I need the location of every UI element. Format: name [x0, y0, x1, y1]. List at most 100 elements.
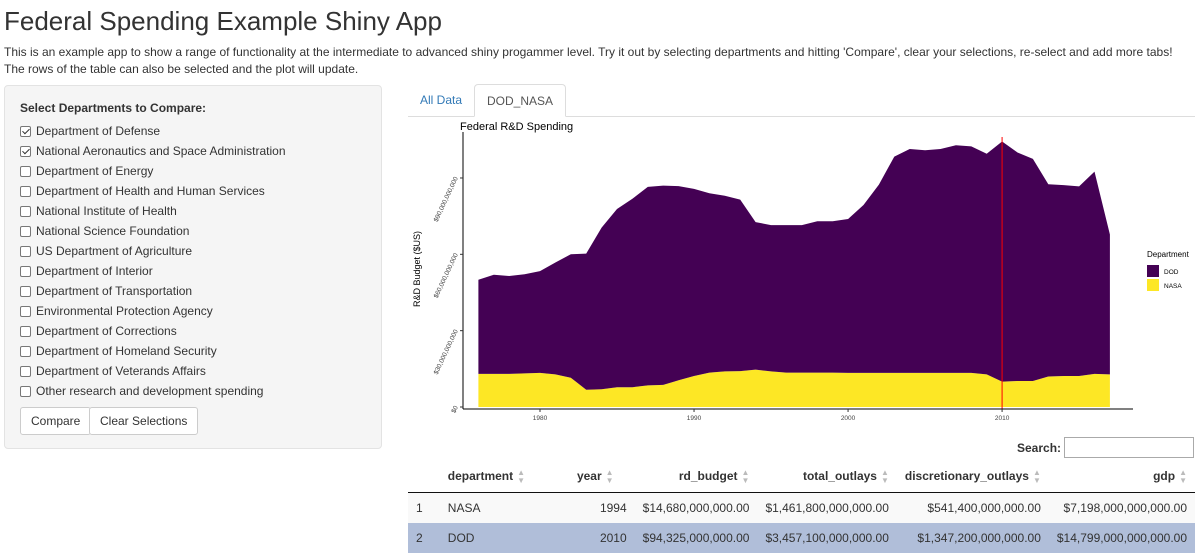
- column-header-gdp[interactable]: gdp ▲ ▼: [1048, 461, 1195, 493]
- department-checkbox-label: Department of Homeland Security: [36, 344, 217, 358]
- department-checkbox-item[interactable]: Department of Transportation: [20, 281, 286, 301]
- checkbox-checked[interactable]: [20, 145, 31, 157]
- table-row[interactable]: 1 NASA 1994 $14,680,000,000.00 $1,461,80…: [408, 492, 1195, 523]
- legend-swatch-nasa: [1147, 279, 1159, 291]
- department-checkbox-item[interactable]: Department of Energy: [20, 161, 286, 181]
- department-checkbox-item[interactable]: Department of Corrections: [20, 321, 286, 341]
- sort-icon: ▲ ▼: [1032, 467, 1041, 485]
- sidebar-panel: Select Departments to Compare: Departmen…: [4, 85, 382, 449]
- checkbox-unchecked[interactable]: [20, 285, 31, 297]
- tab-all-data[interactable]: All Data: [420, 93, 463, 107]
- department-checkbox-label: Other research and development spending: [36, 384, 264, 398]
- column-header-year[interactable]: year ▲ ▼: [568, 461, 635, 493]
- x-tick-label: 2000: [841, 415, 856, 422]
- department-checkbox-label: Department of Health and Human Services: [36, 184, 265, 198]
- department-checkbox-label: US Department of Agriculture: [36, 244, 193, 258]
- department-select-label: Select Departments to Compare:: [20, 101, 207, 115]
- x-tick-label: 2010: [995, 415, 1010, 422]
- column-header-department[interactable]: department ▲ ▼: [439, 461, 569, 493]
- department-checkbox-item[interactable]: Department of Veterands Affairs: [20, 361, 286, 381]
- department-checkbox-item[interactable]: Department of Interior: [20, 261, 286, 281]
- checkbox-unchecked[interactable]: [20, 265, 31, 277]
- column-header-label: total_outlays: [802, 468, 877, 483]
- cell-year: 2010: [568, 523, 635, 553]
- chart-container: Federal R&D Spending 1980 1990 2000 2010 $0 $3…: [408, 117, 1195, 433]
- legend-label: NASA: [1164, 283, 1182, 290]
- checkbox-unchecked[interactable]: [20, 345, 31, 357]
- department-checkbox-label: Department of Corrections: [36, 324, 177, 338]
- department-checkbox-label: National Aeronautics and Space Administr…: [36, 144, 286, 158]
- y-tick-label: $30,000,000,000: [433, 328, 460, 376]
- department-checkbox-item[interactable]: Department of Defense: [20, 121, 286, 141]
- department-checkbox-label: Department of Interior: [36, 264, 153, 278]
- department-checkbox-item[interactable]: Environmental Protection Agency: [20, 301, 286, 321]
- column-header-discretionary-outlays[interactable]: discretionary_outlays ▲ ▼: [896, 461, 1049, 493]
- column-header-label: department: [447, 468, 514, 483]
- y-tick-label: $0: [450, 405, 460, 415]
- column-header-total-outlays[interactable]: total_outlays ▲ ▼: [757, 461, 897, 493]
- app-description: This is an example app to show a range o…: [4, 45, 1173, 76]
- column-header-label: rd_budget: [678, 468, 738, 483]
- rd-spending-chart: Federal R&D Spending 1980 1990 2000 2010 $0 $3…: [412, 121, 1190, 422]
- compare-button[interactable]: Compare: [20, 407, 92, 435]
- cell-total-outlays: $1,461,800,000,000.00: [757, 492, 897, 523]
- checkbox-unchecked[interactable]: [20, 185, 31, 197]
- column-header-label: gdp: [1153, 468, 1176, 483]
- cell-discretionary-outlays: $1,347,200,000,000.00: [896, 523, 1049, 553]
- checkbox-unchecked[interactable]: [20, 305, 31, 317]
- x-tick-label: 1990: [687, 415, 702, 422]
- sort-icon: ▲ ▼: [1179, 467, 1187, 485]
- y-tick-label: $60,000,000,000: [433, 252, 460, 300]
- column-header-rd-budget[interactable]: rd_budget ▲ ▼: [634, 461, 758, 493]
- clear-selections-button[interactable]: Clear Selections: [89, 407, 199, 435]
- department-checkbox-item[interactable]: National Science Foundation: [20, 221, 286, 241]
- cell-total-outlays: $3,457,100,000,000.00: [757, 523, 897, 553]
- department-checkbox-item[interactable]: Other research and development spending: [20, 381, 286, 401]
- table-header-row: department ▲ ▼ year ▲ ▼ rd_budget ▲ ▼ total_ou…: [408, 461, 1195, 493]
- tab-dod-nasa[interactable]: DOD_NASA: [474, 84, 567, 117]
- area-series-nasa: [478, 369, 1110, 407]
- checkbox-unchecked[interactable]: [20, 245, 31, 257]
- tab-bar: All Data DOD_NASA: [408, 84, 1195, 117]
- checkbox-unchecked[interactable]: [20, 205, 31, 217]
- cell-index: 2: [408, 523, 440, 553]
- department-checkbox-item[interactable]: Department of Health and Human Services: [20, 181, 286, 201]
- department-checkbox-label: National Institute of Health: [36, 204, 177, 218]
- cell-gdp: $7,198,000,000,000.00: [1048, 492, 1195, 523]
- checkbox-unchecked[interactable]: [20, 385, 31, 397]
- search-label: Search:: [1017, 441, 1062, 455]
- legend-label: DOD: [1164, 269, 1179, 276]
- search-input[interactable]: [1064, 437, 1194, 458]
- department-checkbox-item[interactable]: National Institute of Health: [20, 201, 286, 221]
- checkbox-unchecked[interactable]: [20, 165, 31, 177]
- cell-rd-budget: $94,325,000,000.00: [634, 523, 758, 553]
- checkbox-checked[interactable]: [20, 125, 31, 137]
- department-checkbox-label: Department of Veterands Affairs: [36, 364, 206, 378]
- y-axis-label: R&D Budget ($US): [412, 231, 422, 307]
- column-header-index: [408, 461, 440, 493]
- x-tick-label: 1980: [533, 415, 548, 422]
- cell-department: NASA: [439, 492, 569, 523]
- checkbox-unchecked[interactable]: [20, 365, 31, 377]
- department-checkbox-item[interactable]: Department of Homeland Security: [20, 341, 286, 361]
- cell-index: 1: [408, 492, 440, 523]
- department-checkbox-group: Department of Defense National Aeronautic…: [20, 121, 286, 401]
- department-checkbox-label: National Science Foundation: [36, 224, 190, 238]
- column-header-label: year: [576, 468, 602, 483]
- legend-swatch-dod: [1147, 265, 1159, 277]
- department-checkbox-label: Environmental Protection Agency: [36, 304, 213, 318]
- department-checkbox-label: Department of Transportation: [36, 284, 193, 298]
- table-row[interactable]: 2 DOD 2010 $94,325,000,000.00 $3,457,100…: [408, 523, 1195, 553]
- legend-title: Department: [1147, 250, 1190, 259]
- sort-icon: ▲ ▼: [605, 467, 614, 485]
- checkbox-unchecked[interactable]: [20, 325, 31, 337]
- column-header-label: discretionary_outlays: [904, 468, 1029, 483]
- department-checkbox-label: Department of Defense: [36, 124, 161, 138]
- department-checkbox-item[interactable]: National Aeronautics and Space Administr…: [20, 141, 286, 161]
- cell-department: DOD: [439, 523, 569, 553]
- cell-discretionary-outlays: $541,400,000,000.00: [896, 492, 1049, 523]
- department-checkbox-item[interactable]: US Department of Agriculture: [20, 241, 286, 261]
- checkbox-unchecked[interactable]: [20, 225, 31, 237]
- chart-title: Federal R&D Spending: [460, 121, 573, 133]
- data-table: department ▲ ▼ year ▲ ▼ rd_budget ▲ ▼ total_ou…: [408, 461, 1195, 553]
